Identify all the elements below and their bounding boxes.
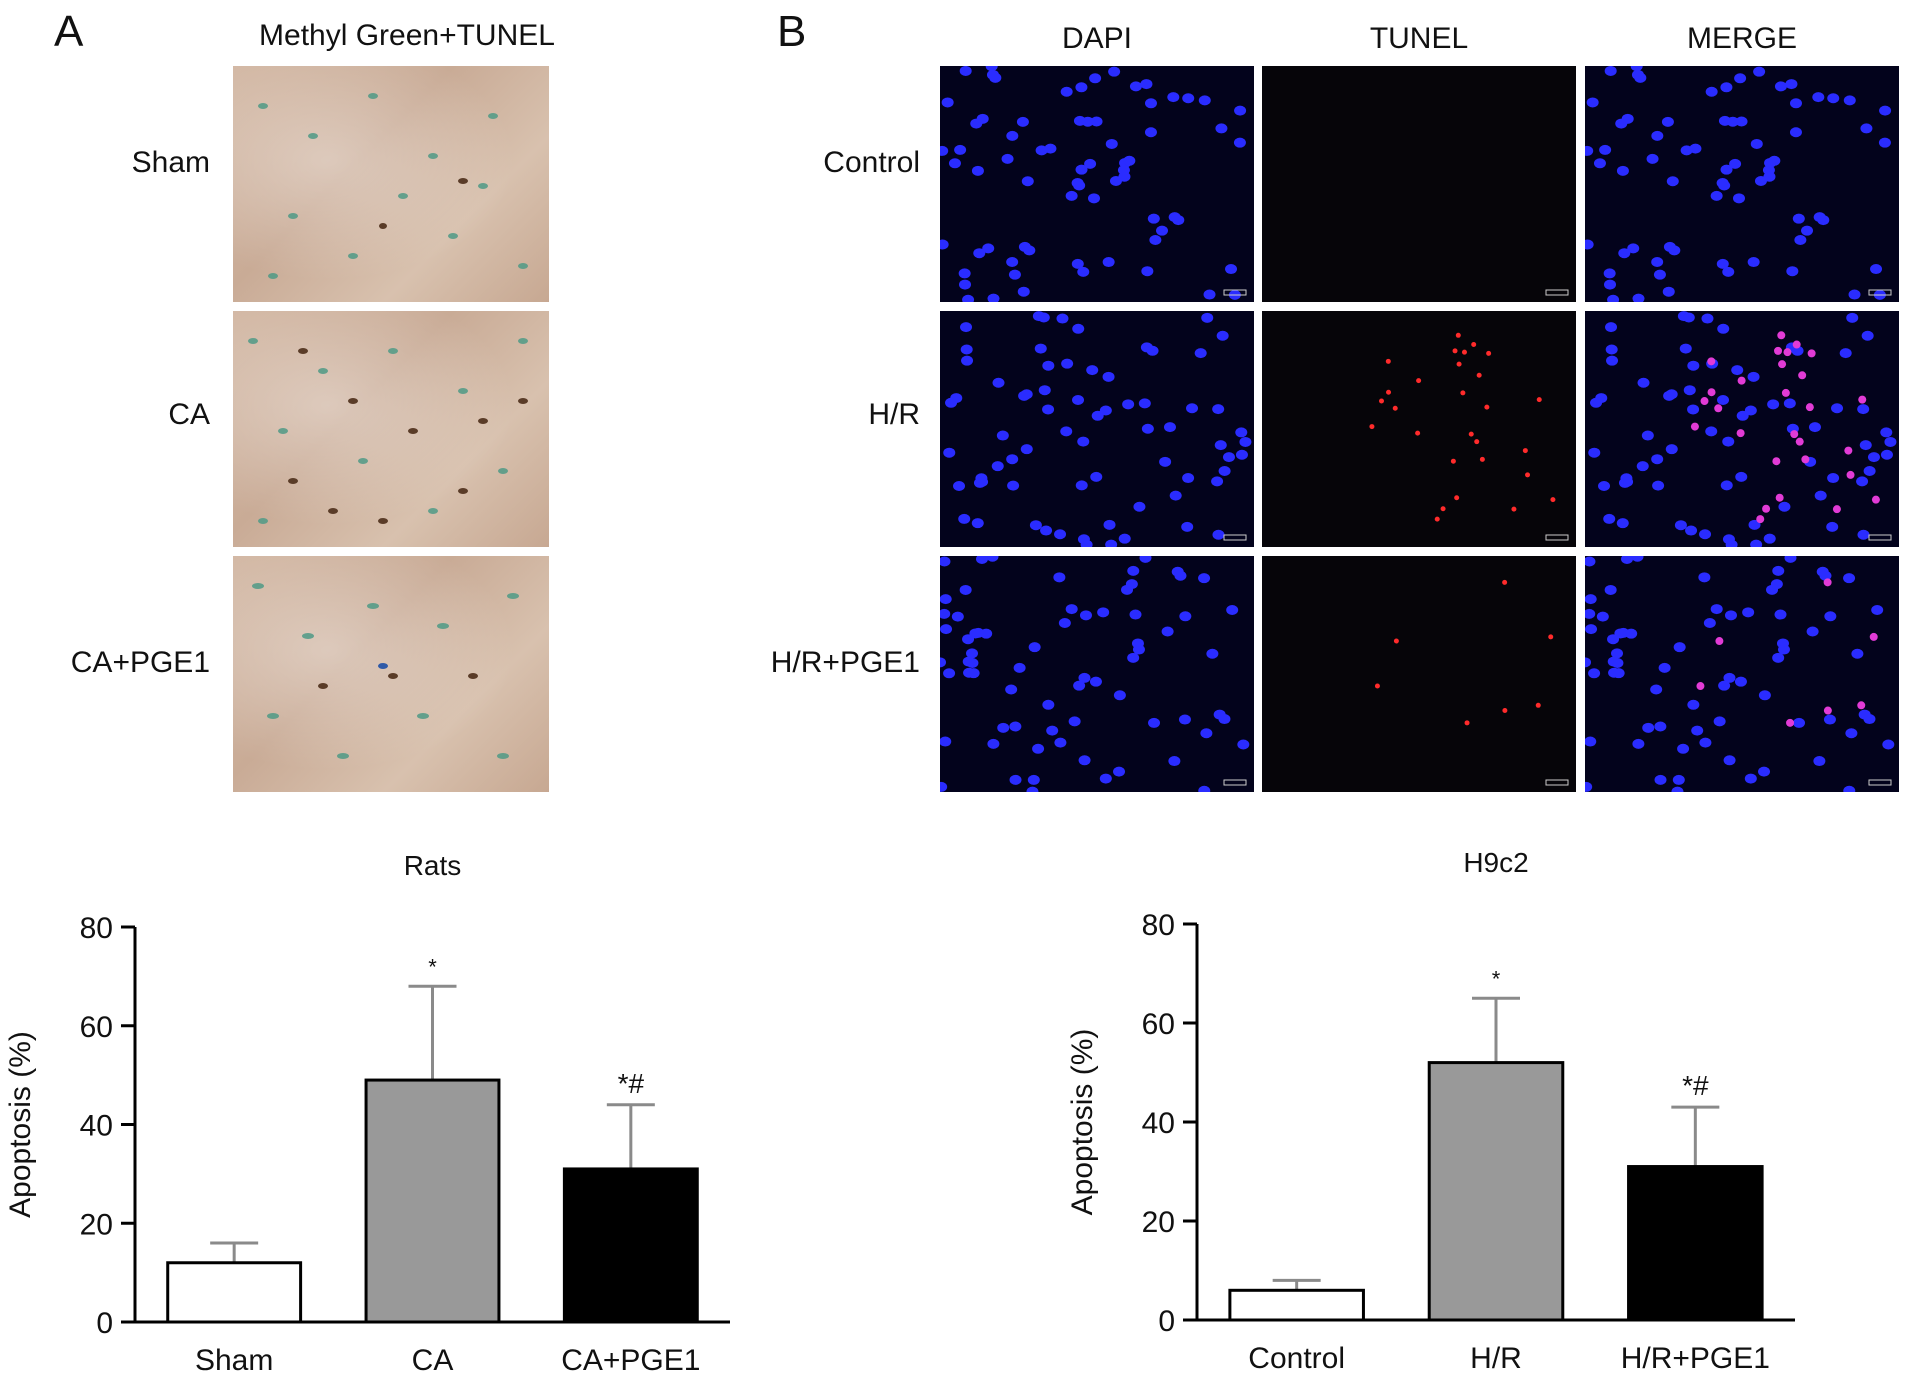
scale-bar (1545, 779, 1569, 786)
bar-chart-h9c2: H9c2 Apoptosis (%) 0 20 40 60 80 Control H/R * H/R… (1066, 850, 1795, 1375)
panel-b-column-title-dapi: DAPI (1061, 22, 1133, 55)
chart-1-bar-1 (1427, 1061, 1565, 1322)
micrograph-sham-nuclei (258, 93, 528, 279)
panel-letter-a: A (54, 7, 84, 56)
panel-b-column-title-tunel: TUNEL (1369, 22, 1469, 55)
fluorescence-tunel-hr-cells (1369, 332, 1569, 541)
panel-b-row-label-control: Control (823, 146, 920, 179)
panel-letter-b: B (777, 7, 807, 56)
panel-a-row-label-ca: CA (168, 398, 210, 431)
chart-1-y-tick-label-4: 80 (1142, 909, 1175, 942)
fluorescence-merge-hr-pge1-cells (1585, 556, 1895, 792)
fluorescence-dapi-hr-pge1 (940, 556, 1254, 792)
panel-a-row-label-ca-pge1: CA+PGE1 (70, 646, 210, 679)
fluorescence-dapi-hr (940, 311, 1254, 547)
chart-0-x-tick-label-1: CA (412, 1344, 454, 1377)
fluorescence-dapi-control (940, 66, 1254, 302)
panel-b-row-label-hr: H/R (868, 398, 920, 431)
scale-bar (1545, 289, 1569, 296)
panel-b-column-title-merge: MERGE (1686, 22, 1797, 55)
chart-1-title: H9c2 (1463, 850, 1528, 878)
fluorescence-dapi-hr-cells (943, 311, 1252, 547)
chart-1-bar-0 (1228, 1288, 1365, 1322)
chart-0-bar-0 (166, 1261, 303, 1324)
fluorescence-dapi-control-cells (940, 66, 1247, 302)
fluorescence-tunel-control-cells (1545, 289, 1569, 296)
chart-1-significance-label-2: *# (1682, 1070, 1709, 1101)
scale-bar (1545, 534, 1569, 541)
chart-0-significance-label-1: * (428, 954, 437, 979)
fluorescence-merge-hr (1585, 311, 1899, 547)
chart-0-bar-2 (562, 1167, 699, 1324)
fluorescence-dapi-hr-pge1-cells (940, 556, 1250, 792)
bar-chart-rats: Rats Apoptosis (%) 0 20 40 60 80 Sham CA * CA+PGE1… (4, 850, 730, 1377)
micrograph-ca-pge1-nuclei (252, 583, 519, 759)
chart-0-bar-1 (364, 1078, 501, 1324)
chart-1-y-tick-label-3: 60 (1142, 1008, 1175, 1041)
chart-1-bar-2 (1627, 1165, 1764, 1322)
chart-1-x-tick-label-0: Control (1248, 1342, 1345, 1375)
chart-0-y-tick-label-4: 80 (80, 912, 113, 945)
fluorescence-merge-hr-pge1 (1585, 556, 1899, 792)
fluorescence-tunel-hr-pge1-cells (1374, 579, 1569, 786)
fluorescence-merge-hr-cells (1588, 311, 1897, 547)
chart-1-y-tick-label-0: 0 (1158, 1305, 1175, 1338)
chart-0-y-axis-label: Apoptosis (%) (4, 1031, 37, 1218)
fluorescence-merge-control-cells (1585, 66, 1892, 302)
fluorescence-tunel-hr (1262, 311, 1576, 547)
micrograph-ca-pge1 (233, 556, 549, 792)
micrograph-ca (233, 311, 549, 547)
scale-bar (1868, 534, 1892, 541)
chart-0-significance-label-2: *# (618, 1068, 645, 1099)
chart-0-y-tick-label-0: 0 (96, 1307, 113, 1340)
scale-bar (1868, 289, 1892, 296)
chart-1-x-tick-label-1: H/R (1470, 1342, 1522, 1375)
chart-0-y-tick-label-2: 40 (80, 1110, 113, 1143)
panel-a-column-title: Methyl Green+TUNEL (259, 19, 555, 52)
scale-bar (1868, 779, 1892, 786)
chart-1-y-axis-label: Apoptosis (%) (1066, 1029, 1099, 1216)
scale-bar (1223, 779, 1247, 786)
panel-a-row-label-sham: Sham (131, 146, 210, 179)
fluorescence-tunel-control (1262, 66, 1576, 302)
scale-bar (1223, 289, 1247, 296)
scale-bar (1223, 534, 1247, 541)
chart-0-x-tick-label-2: CA+PGE1 (561, 1344, 700, 1377)
fluorescence-merge-control (1585, 66, 1899, 302)
fluorescence-tunel-hr-pge1 (1262, 556, 1576, 792)
chart-1-y-tick-label-1: 20 (1142, 1206, 1175, 1239)
chart-1-y-tick-label-2: 40 (1142, 1107, 1175, 1140)
chart-0-y-tick-label-1: 20 (80, 1208, 113, 1241)
panel-b-row-label-hr-pge1: H/R+PGE1 (770, 646, 920, 679)
chart-1-significance-label-1: * (1492, 966, 1501, 991)
chart-0-title: Rats (404, 850, 462, 881)
chart-0-y-tick-label-3: 60 (80, 1011, 113, 1044)
micrograph-ca-nuclei (248, 338, 528, 524)
chart-0-x-tick-label-0: Sham (195, 1344, 273, 1377)
micrograph-sham (233, 66, 549, 302)
chart-1-x-tick-label-2: H/R+PGE1 (1621, 1342, 1770, 1375)
